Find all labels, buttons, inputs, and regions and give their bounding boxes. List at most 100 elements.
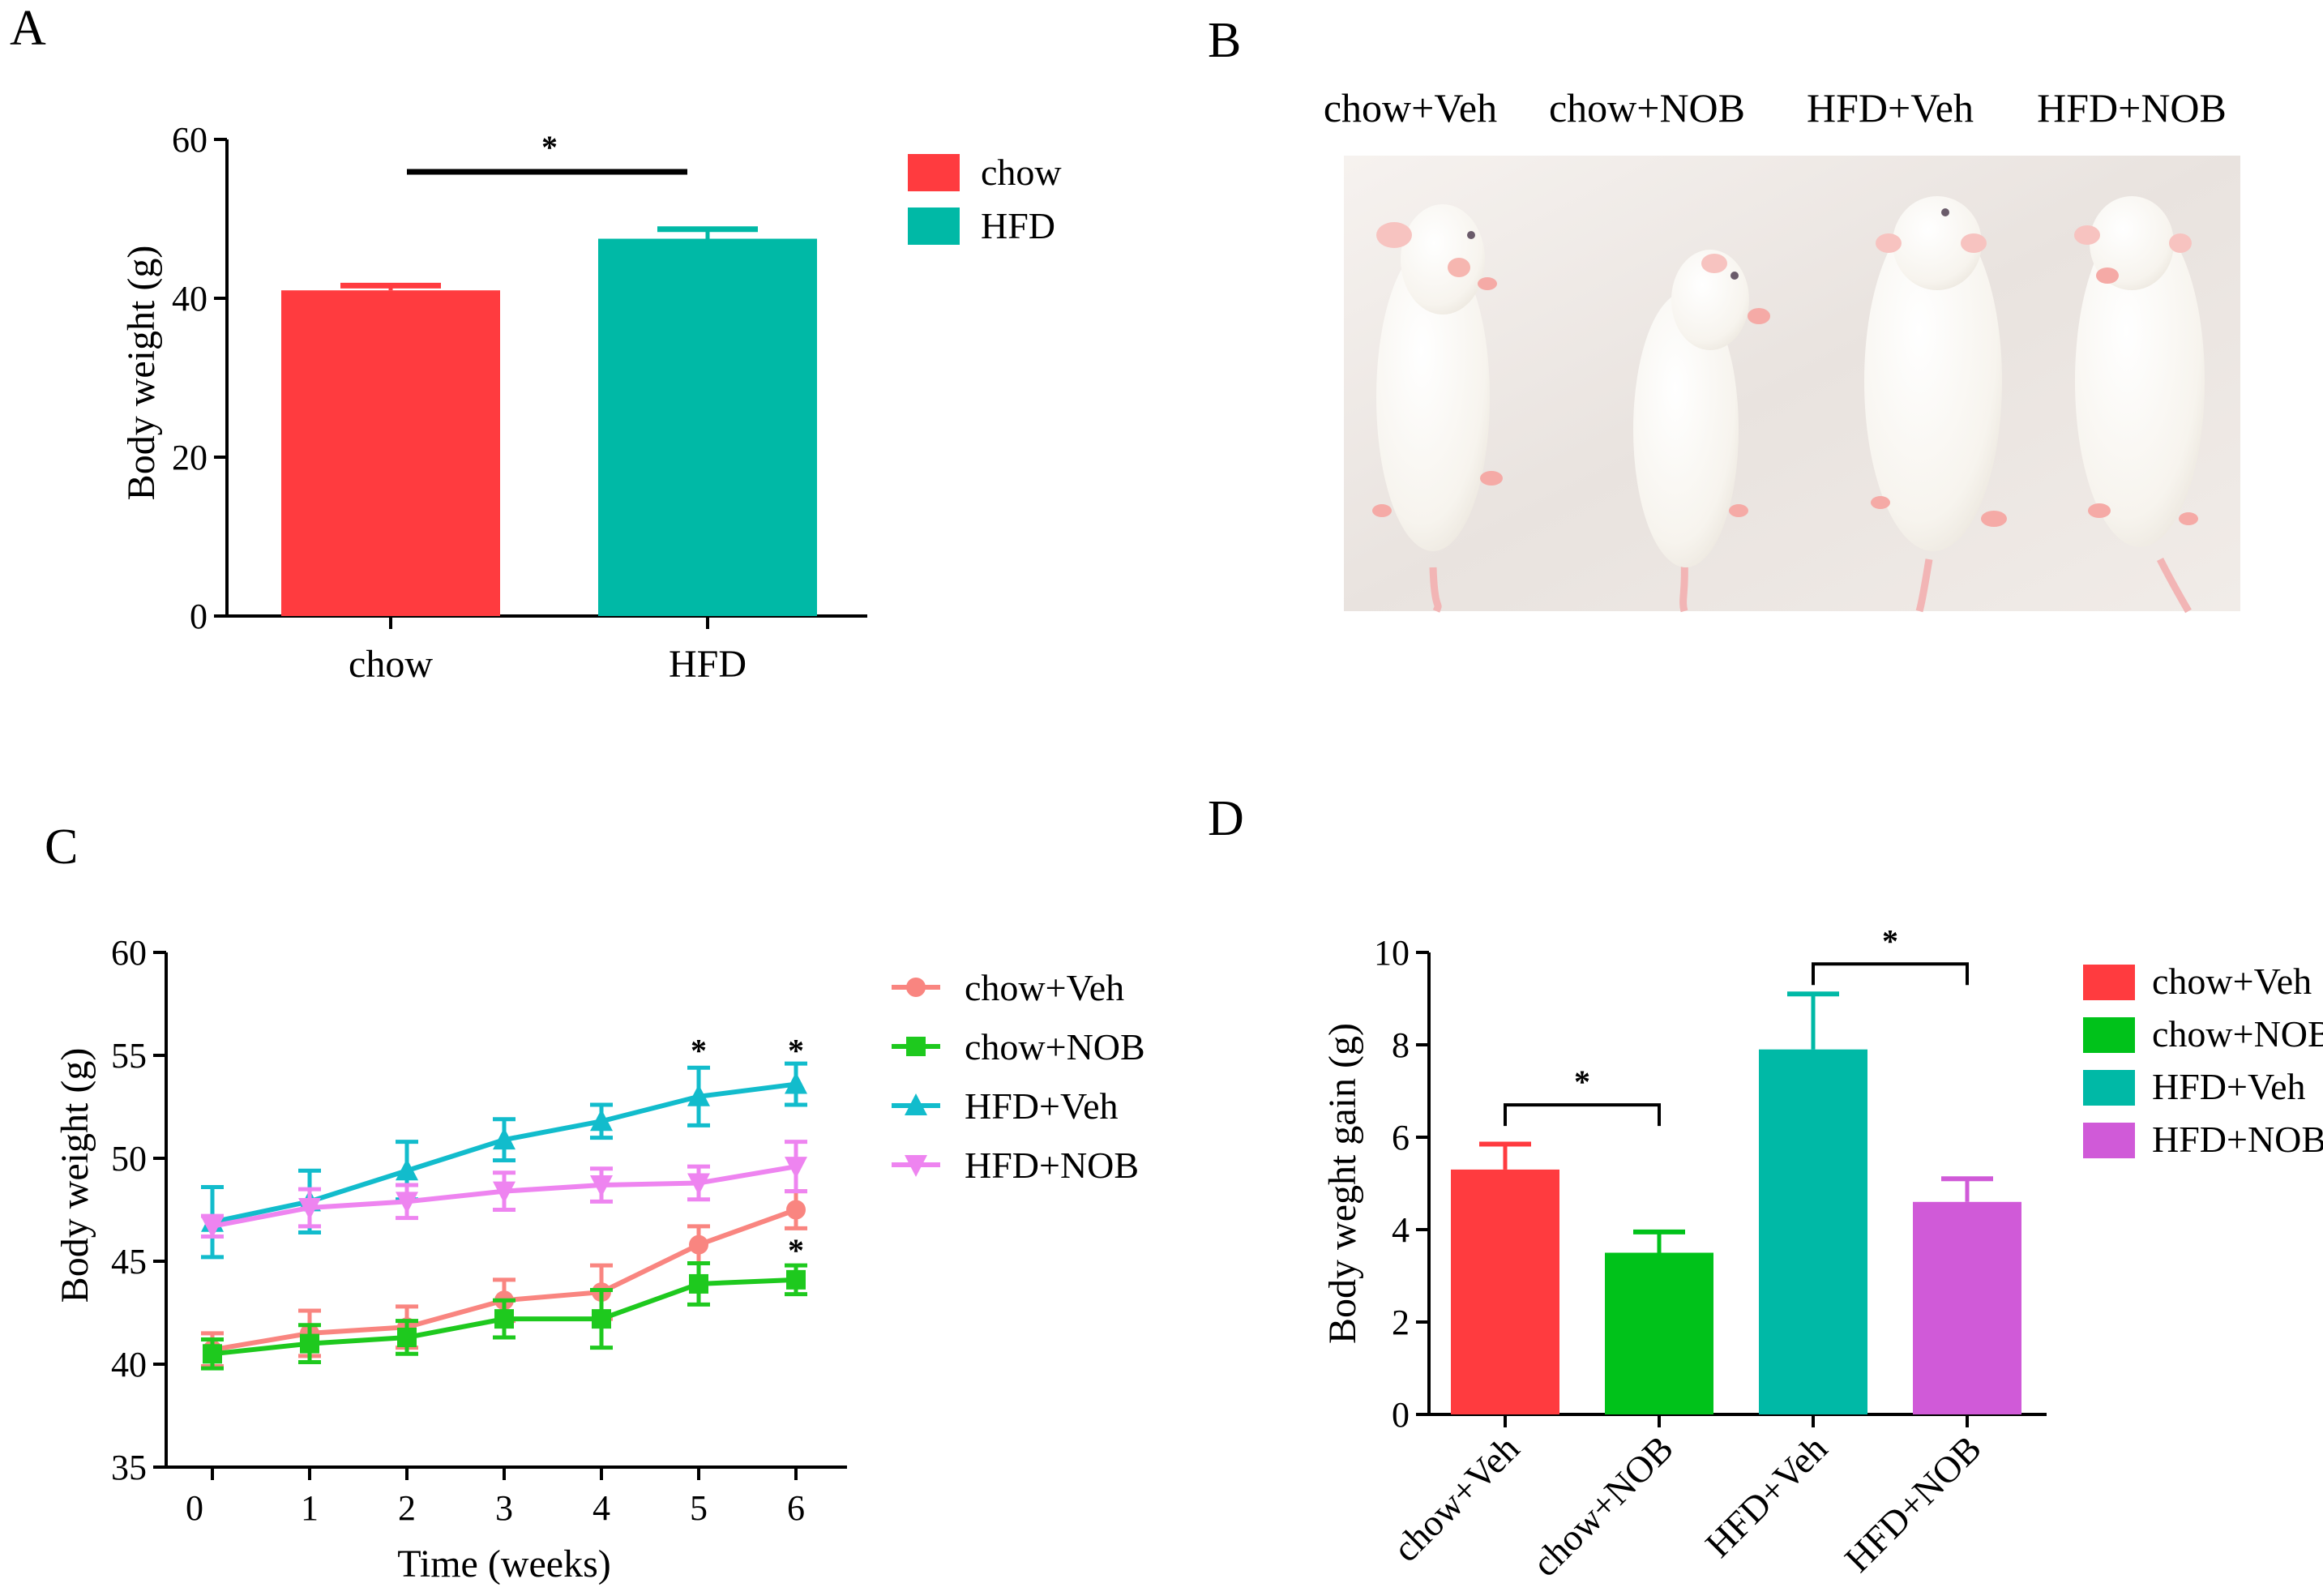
panel-d-legend-swatch-chow-nob: [2083, 1017, 2135, 1053]
panel-c-point-hfd-veh: [590, 1109, 613, 1132]
panel-c-point-hfd-veh: [785, 1072, 807, 1094]
panel-c-y-tick-label: 55: [111, 1036, 147, 1076]
panel-c-significance-star: *: [788, 1032, 804, 1068]
panel-c-significance-star: *: [788, 1232, 804, 1269]
panel-c-point-chow-nob: [300, 1333, 319, 1354]
panel-d-y-tick-label: 0: [1392, 1395, 1410, 1435]
panel-c-series-hfd-veh: [201, 1061, 807, 1260]
panel-d-legend-swatch-hfd-nob: [2083, 1123, 2135, 1158]
panel-letter-d: D: [1208, 791, 1244, 846]
panel-a-y-axis-label: Body weight (g): [120, 246, 163, 501]
panel-a-x-tick-label-chow: chow: [349, 643, 433, 686]
panel-c-point-hfd-nob: [396, 1192, 418, 1214]
panel-a-legend-label-hfd: HFD: [981, 205, 1055, 246]
panel-d-x-tick-label-chow-veh: chow+Veh: [1385, 1427, 1527, 1569]
panel-c-point-chow-veh: [689, 1234, 708, 1255]
mouse-chow-nob: [1633, 250, 1770, 613]
panel-c-point-hfd-nob: [298, 1197, 321, 1220]
panel-a-legend-swatch-chow: [908, 154, 960, 191]
panel-c-x-tick-label: 4: [593, 1488, 610, 1528]
panel-d-y-tick-label: 6: [1392, 1118, 1410, 1157]
panel-d-bar-chow-veh: [1451, 1169, 1559, 1414]
panel-d-legend-swatch-chow-veh: [2083, 965, 2135, 1000]
panel-d-legend-swatch-hfd-veh: [2083, 1070, 2135, 1106]
panel-c-point-hfd-veh: [687, 1084, 710, 1106]
panel-d-y-tick-label: 8: [1392, 1025, 1410, 1065]
panel-c-point-hfd-nob: [493, 1181, 516, 1204]
panel-c-legend-label-chow-nob: chow+NOB: [965, 1026, 1145, 1068]
panel-c-significance-star: *: [691, 1032, 707, 1068]
panel-c-y-tick-label: 35: [111, 1448, 147, 1487]
panel-d-y-axis-label: Body weght gain (g): [1321, 1023, 1364, 1344]
panel-c-series-hfd-nob: [201, 1140, 807, 1239]
panel-d-significance-star: *: [1574, 1063, 1590, 1100]
panel-c-y-tick-label: 40: [111, 1345, 147, 1384]
panel-c-series-chow-veh: [201, 1189, 807, 1369]
panel-a-significance-star: *: [541, 129, 558, 165]
panel-c-legend-marker-chow-nob: [906, 1037, 926, 1056]
panel-a-x-tick-label-hfd: HFD: [669, 643, 747, 686]
panel-a-y-tick-label: 60: [172, 120, 207, 160]
panel-c-point-chow-nob: [689, 1273, 708, 1294]
panel-c-x-tick-label: 0: [186, 1488, 203, 1528]
panel-a-y-tick-label: 0: [190, 597, 207, 636]
panel-d-y-tick-label: 4: [1392, 1210, 1410, 1250]
panel-d-legend-label-hfd-veh: HFD+Veh: [2152, 1066, 2306, 1107]
panel-c-x-tick-label: 3: [495, 1488, 513, 1528]
panel-d-legend-label-chow-nob: chow+NOB: [2152, 1013, 2323, 1055]
panel-c-point-chow-nob: [494, 1309, 514, 1329]
panel-a-legend-swatch-hfd: [908, 208, 960, 245]
photo-label-hfd-nob: HFD+NOB: [2037, 85, 2227, 131]
panel-d-legend-label-hfd-nob: HFD+NOB: [2152, 1119, 2323, 1160]
panel-c-point-chow-veh: [786, 1200, 806, 1220]
panel-a-bar-hfd: [598, 238, 817, 616]
panel-c-x-tick-label: 2: [398, 1488, 416, 1528]
panel-d-significance-star: *: [1882, 922, 1898, 959]
panel-c-x-tick-label: 5: [690, 1488, 708, 1528]
panel-c-x-axis-label: Time (weeks): [397, 1543, 611, 1585]
panel-c-legend-marker-hfd-veh: [905, 1093, 927, 1115]
panel-c-legend-label-hfd-nob: HFD+NOB: [965, 1145, 1139, 1186]
panel-c-line-chart: Body weight (g) Time (weeks) 35404550556…: [53, 933, 1145, 1585]
panel-d-x-tick-label-hfd-veh: HFD+Veh: [1697, 1427, 1835, 1565]
panel-c-legend-label-chow-veh: chow+Veh: [965, 967, 1124, 1008]
panel-c-point-hfd-nob: [201, 1216, 224, 1239]
panel-c-y-tick-label: 50: [111, 1139, 147, 1179]
panel-letter-c: C: [45, 819, 78, 875]
panel-c-x-tick-label: 6: [787, 1488, 805, 1528]
panel-d-x-tick-label-hfd-nob: HFD+NOB: [1837, 1427, 1989, 1580]
panel-letter-a: A: [10, 1, 46, 56]
panel-c-point-chow-nob: [397, 1327, 417, 1347]
mouse-hfd-veh: [1864, 196, 2007, 613]
panel-d-legend-label-chow-veh: chow+Veh: [2152, 961, 2312, 1002]
mouse-chow-veh: [1372, 204, 1503, 613]
panel-c-point-hfd-nob: [590, 1175, 613, 1198]
photo-label-chow-veh: chow+Veh: [1324, 85, 1497, 131]
panel-b-mouse-photo: chow+Veh chow+NOB HFD+Veh HFD+NOB: [1324, 85, 2240, 614]
panel-a-y-tick-label: 40: [172, 279, 207, 319]
panel-c-legend-label-hfd-veh: HFD+Veh: [965, 1085, 1119, 1127]
panel-c-point-chow-nob: [203, 1344, 222, 1364]
panel-c-legend-marker-hfd-nob: [905, 1155, 927, 1177]
panel-c-point-hfd-nob: [687, 1173, 710, 1196]
panel-d-bar-chow-nob: [1605, 1252, 1713, 1414]
panel-c-legend-marker-chow-veh: [906, 978, 926, 997]
panel-letter-b: B: [1208, 13, 1241, 68]
panel-c-point-hfd-veh: [493, 1127, 516, 1150]
panel-c-x-tick-label: 1: [301, 1488, 319, 1528]
panel-c-point-hfd-nob: [785, 1157, 807, 1179]
panel-d-y-tick-label: 2: [1392, 1303, 1410, 1342]
panel-a-legend-label-chow: chow: [981, 152, 1062, 193]
panel-c-y-axis-label: Body weight (g): [53, 1048, 96, 1303]
panel-c-y-tick-label: 60: [111, 933, 147, 973]
panel-c-point-hfd-veh: [396, 1158, 418, 1181]
panel-d-bar-hfd-veh: [1759, 1049, 1867, 1414]
panel-d-bar-hfd-nob: [1913, 1201, 2021, 1414]
panel-a-y-tick-label: 20: [172, 438, 207, 477]
panel-c-y-tick-label: 45: [111, 1242, 147, 1282]
panel-c-series-chow-nob: [201, 1261, 807, 1371]
panel-d-significance-bracket: [1504, 1103, 1661, 1127]
panel-d-y-tick-label: 10: [1374, 933, 1410, 973]
panel-d-significance-bracket: [1812, 962, 1969, 986]
